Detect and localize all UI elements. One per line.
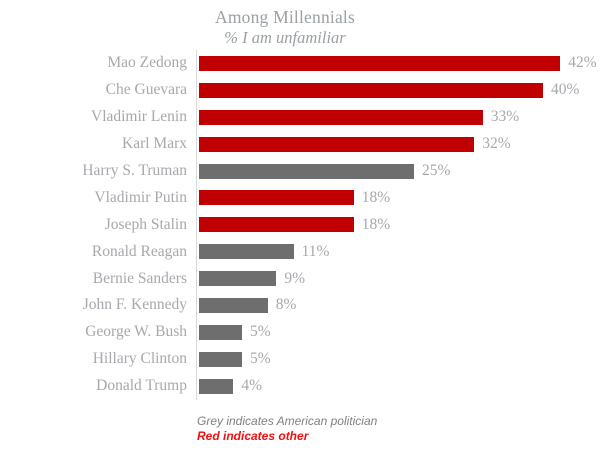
bar — [199, 378, 234, 394]
bar — [199, 55, 561, 71]
chart-title: Among Millennials — [215, 7, 355, 27]
bar — [199, 163, 414, 179]
value-label: 18% — [361, 188, 391, 206]
value-label: 9% — [284, 269, 306, 287]
bar-row: Vladimir Putin 18% — [0, 184, 616, 212]
category-label: Bernie Sanders — [92, 269, 187, 287]
value-label: 5% — [250, 323, 271, 341]
bar — [199, 109, 483, 125]
category-label: John F. Kennedy — [82, 296, 187, 314]
bar-zone: 18% — [196, 211, 616, 239]
value-label: 25% — [422, 162, 451, 179]
value-label: 8% — [275, 296, 297, 314]
bar-row: Mao Zedong 42% — [0, 50, 616, 77]
bar — [199, 190, 354, 206]
bar — [199, 297, 268, 313]
category-label: Vladimir Lenin — [91, 108, 187, 126]
category-label: Che Guevara — [105, 81, 187, 99]
category-label: Ronald Reagan — [91, 242, 187, 260]
value-label: 40% — [551, 81, 580, 99]
category-label: Donald Trump — [96, 377, 187, 395]
footnote-red-legend: Red indicates other — [197, 429, 309, 443]
value-label: 18% — [361, 215, 391, 233]
value-label: 11% — [301, 242, 330, 260]
bar-zone: 9% — [196, 265, 616, 293]
category-label: Vladimir Putin — [94, 188, 187, 206]
bar-zone: 5% — [196, 318, 616, 346]
footnote-grey-legend: Grey indicates American politician — [197, 414, 378, 428]
bar-row: Harry S. Truman 25% — [0, 157, 616, 185]
bar-row: Hillary Clinton 5% — [0, 345, 616, 373]
bar-zone: 8% — [196, 292, 616, 319]
bar-row: Vladimir Lenin 33% — [0, 103, 616, 131]
bar — [199, 244, 294, 260]
bar-row: Bernie Sanders 9% — [0, 265, 616, 293]
bar — [199, 351, 242, 367]
value-label: 42% — [568, 54, 597, 72]
bar-row: Karl Marx 32% — [0, 130, 616, 158]
bar-zone: 33% — [196, 103, 616, 131]
bar — [199, 324, 242, 340]
bar — [199, 271, 277, 287]
bar-zone: 18% — [196, 184, 616, 212]
bar-row: George W. Bush 5% — [0, 318, 616, 346]
bar — [199, 136, 475, 152]
bar-zone: 32% — [196, 130, 616, 158]
bar-row: Che Guevara 40% — [0, 76, 616, 104]
chart-subtitle: % I am unfamiliar — [224, 27, 346, 47]
category-label: Joseph Stalin — [104, 215, 187, 233]
bar-zone: 25% — [196, 157, 616, 185]
bar — [199, 82, 543, 98]
value-label: 33% — [490, 108, 520, 126]
category-label: Hillary Clinton — [92, 350, 187, 368]
bar-zone: 40% — [196, 76, 616, 104]
value-label: 5% — [250, 350, 271, 368]
bar-row: Donald Trump 4% — [0, 372, 616, 400]
bar-zone: 42% — [196, 50, 616, 77]
category-label: Harry S. Truman — [82, 162, 187, 179]
bar-zone: 4% — [196, 372, 616, 400]
chart-footnote: Grey indicates American politician Red i… — [197, 414, 377, 444]
bar-zone: 11% — [196, 238, 616, 266]
bar — [199, 217, 354, 233]
bar-zone: 5% — [196, 345, 616, 373]
bar-row: John F. Kennedy 8% — [0, 292, 616, 319]
chart-title-block: Among Millennials % I am unfamiliar — [0, 7, 570, 47]
plot-area: Mao Zedong 42% Che Guevara 40% Vladimir … — [0, 50, 616, 400]
value-label: 4% — [241, 377, 263, 395]
category-label: Karl Marx — [122, 135, 187, 153]
category-label: George W. Bush — [85, 323, 187, 341]
bar-row: Joseph Stalin 18% — [0, 211, 616, 239]
bar-row: Ronald Reagan 11% — [0, 238, 616, 266]
category-label: Mao Zedong — [107, 54, 187, 72]
value-label: 32% — [482, 135, 511, 153]
